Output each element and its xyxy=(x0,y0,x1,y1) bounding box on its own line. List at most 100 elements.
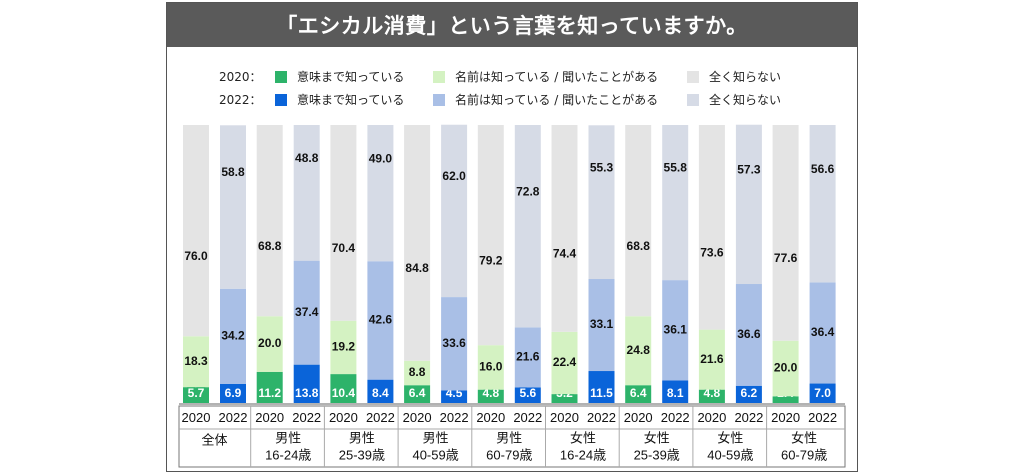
bar-segment xyxy=(772,125,799,341)
group-label: 25-39歳 xyxy=(339,447,385,462)
data-label: 16.0 xyxy=(479,360,503,374)
bar-segment xyxy=(183,125,209,337)
data-label: 48.8 xyxy=(295,151,319,165)
data-label: 68.8 xyxy=(627,239,651,253)
bar-segment xyxy=(256,125,283,317)
bar-segment xyxy=(772,340,799,397)
data-label: 42.6 xyxy=(369,313,393,327)
bar-segment xyxy=(625,316,652,386)
bar-segment xyxy=(588,125,615,280)
bar-segment xyxy=(588,371,615,403)
data-label: 18.3 xyxy=(184,354,208,368)
data-label: 62.0 xyxy=(442,169,466,183)
legend-2020: 2020： 意味まで知っている 名前は知っている / 聞いたことがある 全く知ら… xyxy=(167,68,857,86)
legend-item: 名前は知っている / 聞いたことがある xyxy=(433,91,658,108)
data-label: 20.0 xyxy=(258,336,282,350)
bar-segment xyxy=(809,125,836,283)
bar-segment xyxy=(367,125,394,262)
bar-segment xyxy=(293,364,320,403)
legend-item: 全く知らない xyxy=(687,91,781,108)
year-tick-label: 2020 xyxy=(329,410,358,425)
legend-item: 全く知らない xyxy=(687,68,781,85)
data-label: 36.4 xyxy=(811,325,835,339)
group-label: 女性 xyxy=(791,430,817,445)
data-label: 21.6 xyxy=(700,352,724,366)
bar-segment xyxy=(698,389,725,403)
year-tick-label: 2020 xyxy=(403,410,432,425)
year-tick-label: 2020 xyxy=(624,410,653,425)
bar-segment xyxy=(735,124,762,285)
legend-label: 意味まで知っている xyxy=(297,70,405,84)
data-label: 11.2 xyxy=(258,386,281,400)
legend-swatch xyxy=(687,93,699,106)
bar-segment xyxy=(330,374,357,403)
data-label: 36.1 xyxy=(664,322,688,336)
year-tick-label: 2022 xyxy=(219,410,248,425)
data-label: 79.2 xyxy=(479,253,503,267)
group-label: 全体 xyxy=(201,432,227,447)
group-label: 男性 xyxy=(275,430,301,445)
bar-segment xyxy=(625,125,652,317)
data-label: 57.3 xyxy=(737,163,761,177)
bar-segment xyxy=(551,125,578,332)
bar-segment xyxy=(551,394,578,403)
chart-frame: 「エシカル消費」という言葉を知っていますか。 2020： 意味まで知っている 名… xyxy=(166,2,858,472)
data-label: 10.4 xyxy=(332,386,356,400)
group-label: 25-39歳 xyxy=(634,447,680,462)
year-tick-label: 2020 xyxy=(182,410,211,425)
year-tick-label: 2022 xyxy=(734,410,763,425)
data-label: 20.0 xyxy=(774,361,798,375)
data-label: 6.9 xyxy=(225,386,242,400)
bar-segment xyxy=(367,379,394,403)
bar-segment xyxy=(441,124,468,298)
bar-segment xyxy=(551,331,578,395)
stacked-bar-chart: 5.7 18.3 76.0 2020 6.9 34.2 58.8 2022 全体 11.2 20.0… xyxy=(178,124,846,468)
legend-swatch xyxy=(275,93,287,106)
year-tick-label: 2022 xyxy=(661,410,690,425)
bar-segment xyxy=(183,387,209,403)
legend-label: 意味まで知っている xyxy=(297,93,405,107)
legend-year: 2022： xyxy=(219,93,262,107)
bar-segment xyxy=(662,125,689,281)
data-label: 76.0 xyxy=(184,249,208,263)
data-label: 70.4 xyxy=(332,241,356,255)
data-label: 36.6 xyxy=(737,327,761,341)
data-label: 5.6 xyxy=(519,386,536,400)
chart-title: 「エシカル消費」という言葉を知っていますか。 xyxy=(167,3,857,47)
bar-segment xyxy=(367,261,394,380)
data-label: 6.2 xyxy=(741,386,758,400)
bar-segment xyxy=(256,371,283,403)
year-tick-label: 2022 xyxy=(587,410,616,425)
bar-segment xyxy=(404,125,431,361)
legend-item: 意味まで知っている xyxy=(275,91,404,108)
category-table xyxy=(178,405,846,468)
data-label: 84.8 xyxy=(405,261,429,275)
data-label: 7.0 xyxy=(814,386,831,400)
legend-year: 2020： xyxy=(219,70,262,84)
bar-segment xyxy=(514,125,541,328)
group-label: 女性 xyxy=(644,430,670,445)
bar-segment xyxy=(662,380,689,403)
year-tick-label: 2022 xyxy=(440,410,469,425)
bar-segment xyxy=(404,385,431,403)
bar-segment xyxy=(477,345,504,390)
data-label: 55.8 xyxy=(664,161,688,175)
bar-segment xyxy=(735,385,762,403)
data-label: 24.8 xyxy=(627,343,651,357)
data-label: 74.4 xyxy=(553,247,577,261)
year-tick-label: 2022 xyxy=(366,410,395,425)
bar-segment xyxy=(772,396,799,403)
bar-segment xyxy=(330,320,357,375)
group-label: 男性 xyxy=(423,430,449,445)
legend-label: 名前は知っている / 聞いたことがある xyxy=(455,70,659,84)
legend-swatch xyxy=(275,70,287,83)
data-label: 68.8 xyxy=(258,239,282,253)
data-label: 19.2 xyxy=(332,340,356,354)
data-label: 49.0 xyxy=(369,151,393,165)
group-label: 60-79歳 xyxy=(781,447,827,462)
data-label: 72.8 xyxy=(516,184,540,198)
data-label: 34.2 xyxy=(221,328,245,342)
group-label: 16-24歳 xyxy=(560,447,606,462)
data-label: 8.1 xyxy=(667,386,684,400)
legend-item: 名前は知っている / 聞いたことがある xyxy=(433,68,658,85)
